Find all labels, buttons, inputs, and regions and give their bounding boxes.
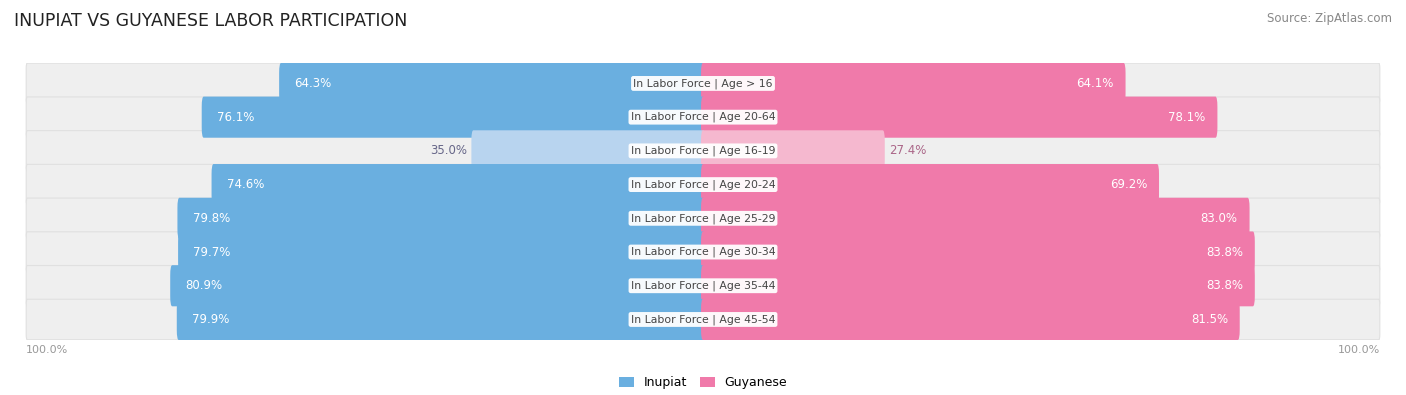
FancyBboxPatch shape: [27, 265, 1379, 306]
Text: 81.5%: 81.5%: [1191, 313, 1227, 326]
Text: 79.7%: 79.7%: [193, 246, 231, 259]
FancyBboxPatch shape: [27, 164, 1379, 205]
FancyBboxPatch shape: [177, 299, 704, 340]
Text: In Labor Force | Age > 16: In Labor Force | Age > 16: [633, 78, 773, 89]
Text: In Labor Force | Age 30-34: In Labor Force | Age 30-34: [631, 247, 775, 257]
FancyBboxPatch shape: [27, 97, 1379, 137]
Text: 64.1%: 64.1%: [1077, 77, 1114, 90]
FancyBboxPatch shape: [201, 97, 704, 138]
Text: In Labor Force | Age 35-44: In Labor Force | Age 35-44: [631, 280, 775, 291]
Text: INUPIAT VS GUYANESE LABOR PARTICIPATION: INUPIAT VS GUYANESE LABOR PARTICIPATION: [14, 12, 408, 30]
Legend: Inupiat, Guyanese: Inupiat, Guyanese: [614, 371, 792, 394]
Text: 64.3%: 64.3%: [294, 77, 332, 90]
Text: 83.0%: 83.0%: [1201, 212, 1237, 225]
FancyBboxPatch shape: [702, 130, 884, 171]
FancyBboxPatch shape: [702, 198, 1250, 239]
FancyBboxPatch shape: [702, 231, 1254, 273]
FancyBboxPatch shape: [170, 265, 704, 306]
FancyBboxPatch shape: [179, 231, 704, 273]
Text: 35.0%: 35.0%: [430, 144, 467, 157]
Text: 76.1%: 76.1%: [217, 111, 254, 124]
FancyBboxPatch shape: [702, 164, 1159, 205]
FancyBboxPatch shape: [702, 265, 1254, 306]
Text: Source: ZipAtlas.com: Source: ZipAtlas.com: [1267, 12, 1392, 25]
FancyBboxPatch shape: [471, 130, 704, 171]
FancyBboxPatch shape: [177, 198, 704, 239]
FancyBboxPatch shape: [280, 63, 704, 104]
FancyBboxPatch shape: [702, 299, 1240, 340]
Text: 69.2%: 69.2%: [1109, 178, 1147, 191]
Text: In Labor Force | Age 25-29: In Labor Force | Age 25-29: [631, 213, 775, 224]
Text: In Labor Force | Age 16-19: In Labor Force | Age 16-19: [631, 146, 775, 156]
Text: In Labor Force | Age 20-64: In Labor Force | Age 20-64: [631, 112, 775, 122]
Text: In Labor Force | Age 45-54: In Labor Force | Age 45-54: [631, 314, 775, 325]
FancyBboxPatch shape: [27, 232, 1379, 272]
FancyBboxPatch shape: [702, 97, 1218, 138]
FancyBboxPatch shape: [27, 198, 1379, 239]
Text: 83.8%: 83.8%: [1206, 279, 1243, 292]
Text: 74.6%: 74.6%: [226, 178, 264, 191]
Text: 79.8%: 79.8%: [193, 212, 229, 225]
Text: In Labor Force | Age 20-24: In Labor Force | Age 20-24: [631, 179, 775, 190]
FancyBboxPatch shape: [211, 164, 704, 205]
Text: 79.9%: 79.9%: [191, 313, 229, 326]
FancyBboxPatch shape: [27, 63, 1379, 103]
FancyBboxPatch shape: [702, 63, 1126, 104]
FancyBboxPatch shape: [27, 299, 1379, 340]
FancyBboxPatch shape: [27, 131, 1379, 171]
Text: 80.9%: 80.9%: [186, 279, 222, 292]
Text: 83.8%: 83.8%: [1206, 246, 1243, 259]
Text: 78.1%: 78.1%: [1168, 111, 1205, 124]
Text: 27.4%: 27.4%: [890, 144, 927, 157]
